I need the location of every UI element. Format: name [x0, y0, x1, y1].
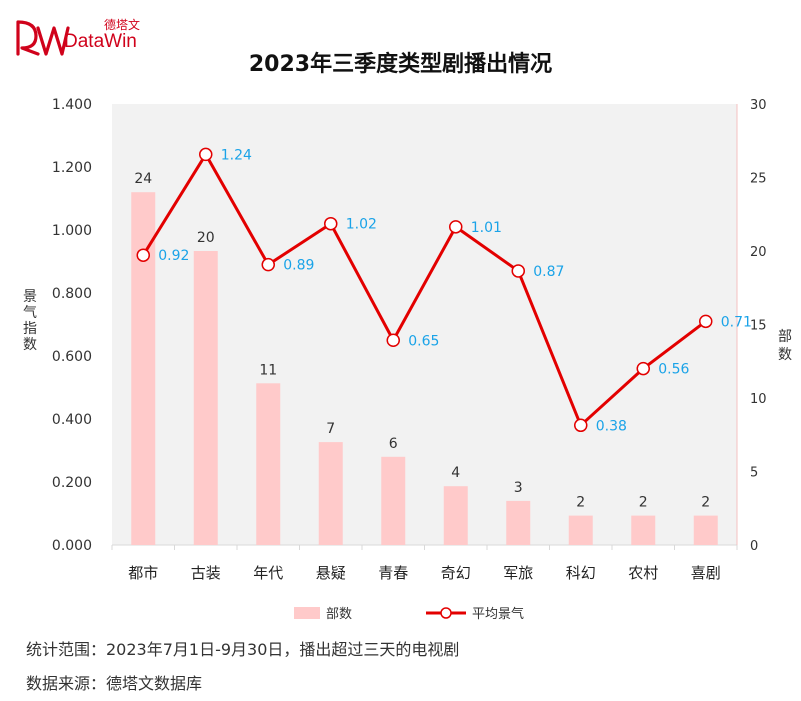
- y-right-tick-label: 30: [750, 98, 767, 113]
- y-left-tick-label: 0.800: [52, 286, 92, 302]
- bar-value-label: 3: [514, 480, 523, 496]
- line-value-label: 0.71: [721, 314, 752, 330]
- bar-科幻: [568, 515, 593, 545]
- bar-都市: [131, 192, 156, 545]
- bar-value-label: 4: [451, 465, 460, 481]
- x-tick-label: 军旅: [503, 564, 533, 582]
- line-point: [261, 257, 275, 272]
- x-tick-label: 青春: [378, 564, 408, 582]
- legend-bar-swatch: [294, 607, 320, 619]
- legend-line-label: 平均景气: [472, 606, 524, 622]
- x-tick-label: 喜剧: [691, 564, 721, 582]
- line-value-label: 0.87: [533, 264, 564, 280]
- line-point: [199, 147, 213, 162]
- bar-奇幻: [443, 486, 468, 545]
- footer-scope: 统计范围：2023年7月1日-9月30日，播出超过三天的电视剧: [26, 640, 460, 659]
- line-series-avg: [141, 152, 707, 427]
- y-right-tick-label: 10: [750, 392, 767, 407]
- y-left-tick-label: 1.200: [52, 160, 92, 176]
- bar-value-label: 2: [639, 495, 648, 511]
- footer-source: 数据来源：德塔文数据库: [26, 674, 203, 693]
- legend-bar-label: 部数: [326, 607, 352, 622]
- line-point: [136, 248, 150, 262]
- bar-悬疑: [318, 442, 343, 545]
- line-value-label: 0.92: [158, 248, 189, 264]
- line-point: [449, 220, 463, 234]
- y-left-axis-title-char: 景: [23, 289, 37, 305]
- y-left-axis-title-char: 指: [23, 321, 37, 337]
- bar-value-label: 11: [259, 362, 277, 378]
- y-right-tick-label: 15: [750, 319, 767, 334]
- bar-青春: [381, 456, 406, 545]
- x-tick-label: 悬疑: [316, 564, 346, 582]
- bar-value-label: 24: [134, 171, 152, 187]
- y-left-tick-label: 0.200: [52, 475, 92, 491]
- bar-古装: [193, 251, 218, 545]
- bar-value-label: 2: [701, 495, 710, 511]
- y-right-axis-title-char: 部: [778, 329, 792, 345]
- line-point: [386, 333, 400, 347]
- y-left-tick-label: 0.400: [52, 412, 92, 428]
- line-point: [636, 361, 650, 376]
- y-right-axis-title-char: 数: [778, 347, 792, 363]
- bar-value-label: 20: [197, 230, 215, 246]
- datawin-logo-icon: [16, 20, 70, 56]
- x-tick-label: 农村: [628, 564, 658, 582]
- bar-value-label: 2: [576, 495, 585, 511]
- bar-农村: [631, 515, 656, 545]
- chart-title: 2023年三季度类型剧播出情况: [248, 52, 553, 77]
- bar-value-label: 6: [389, 436, 398, 452]
- line-point: [699, 314, 713, 329]
- line-point: [324, 216, 338, 231]
- line-value-label: 0.56: [658, 362, 689, 378]
- x-tick-label: 年代: [253, 564, 283, 582]
- bar-军旅: [506, 500, 531, 545]
- y-left-tick-label: 1.400: [52, 97, 92, 113]
- x-tick-label: 奇幻: [441, 564, 471, 582]
- legend-line-marker: [440, 607, 452, 619]
- y-right-tick-label: 25: [750, 172, 767, 187]
- line-value-label: 1.24: [221, 147, 252, 163]
- y-right-tick-label: 5: [750, 466, 758, 481]
- line-value-label: 1.01: [471, 220, 502, 236]
- y-left-tick-label: 0.600: [52, 349, 92, 365]
- bar-喜剧: [693, 515, 718, 545]
- line-value-label: 1.02: [346, 217, 377, 233]
- brand-name-en: DataWin: [64, 31, 137, 52]
- x-tick-label: 都市: [128, 564, 158, 582]
- y-right-tick-label: 20: [750, 245, 767, 260]
- bar-value-label: 7: [326, 421, 335, 437]
- bar-年代: [256, 383, 281, 545]
- line-value-label: 0.89: [283, 258, 314, 274]
- y-left-tick-label: 1.000: [52, 223, 92, 239]
- line-value-label: 0.38: [596, 418, 627, 434]
- y-left-tick-label: 0.000: [52, 538, 92, 554]
- x-tick-label: 科幻: [566, 564, 596, 582]
- y-left-axis-title-char: 数: [23, 337, 37, 353]
- x-tick-label: 古装: [191, 564, 221, 582]
- y-left-axis-title-char: 气: [23, 305, 37, 321]
- line-value-label: 0.65: [408, 333, 439, 349]
- line-point: [574, 418, 588, 433]
- brand-name-cn: 德塔文: [104, 18, 141, 32]
- y-right-tick-label: 0: [750, 539, 758, 554]
- line-point: [511, 264, 525, 278]
